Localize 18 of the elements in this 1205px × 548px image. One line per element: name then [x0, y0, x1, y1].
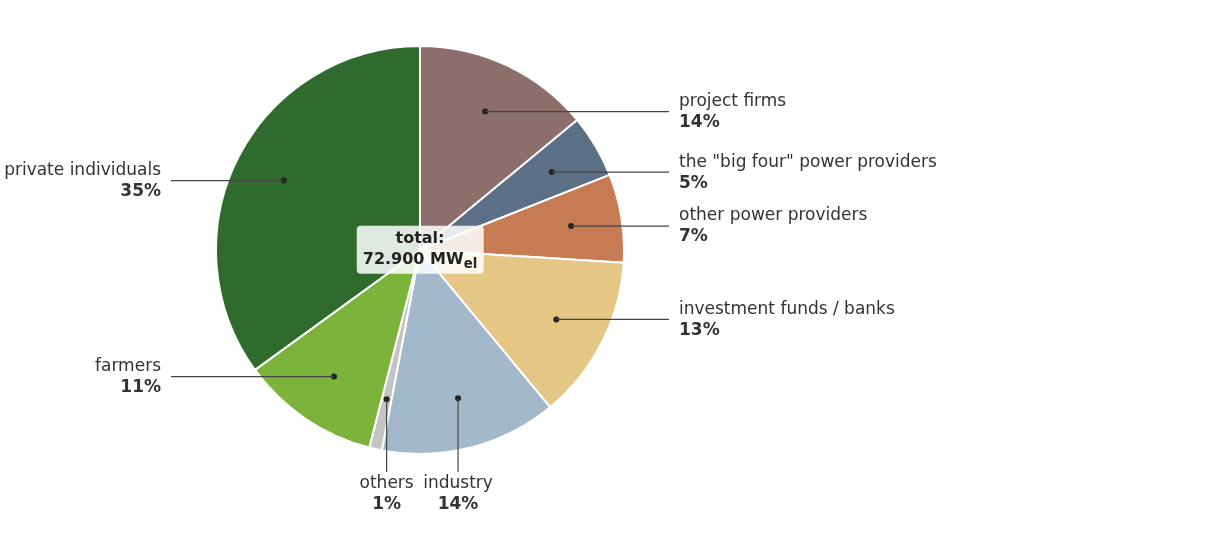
- data-label: 11%: [120, 375, 161, 396]
- text: total:: [394, 227, 446, 249]
- slice-label: farmers: [95, 354, 162, 375]
- text: 72.900 MW$_{el}$: [362, 248, 478, 273]
- slice-label: industry: [423, 472, 493, 493]
- data-label: 7%: [679, 225, 708, 246]
- data-label: 14%: [679, 110, 720, 131]
- data-label: 1%: [372, 493, 402, 514]
- slice-label: investment funds / banks: [679, 297, 895, 318]
- data-label: 14%: [437, 493, 479, 514]
- slice-label: the "big four" power providers: [679, 150, 937, 171]
- data-label: 35%: [120, 179, 161, 200]
- data-label: 5%: [679, 171, 708, 192]
- slice-label: private individuals: [4, 158, 162, 179]
- data-label: 13%: [679, 318, 720, 339]
- slice-label: others: [359, 472, 414, 493]
- slice-label: other power providers: [679, 204, 868, 225]
- slice-label: project firms: [679, 89, 787, 110]
